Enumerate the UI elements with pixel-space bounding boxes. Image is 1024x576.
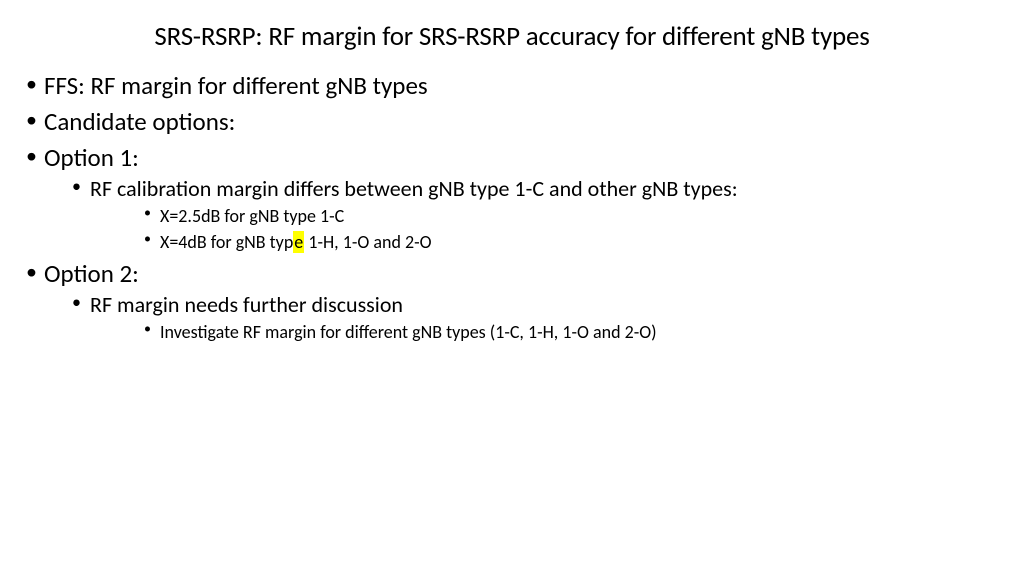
item-text: RF calibration margin differs between gN…: [90, 175, 738, 202]
list-item: Investigate RF margin for different gNB …: [142, 320, 1000, 344]
list-item: Option 1: RF calibration margin differs …: [24, 141, 1000, 255]
highlight-mark: e: [293, 231, 304, 253]
bullet-list-level-3: X=2.5dB for gNB type 1-C X=4dB for gNB t…: [90, 204, 1000, 255]
item-text: RF margin needs further discussion: [90, 291, 403, 318]
bullet-list-level-3: Investigate RF margin for different gNB …: [90, 320, 1000, 344]
list-item: Option 2: RF margin needs further discus…: [24, 257, 1000, 345]
list-item: FFS: RF margin for different gNB types: [24, 69, 1000, 103]
item-text: Option 1:: [44, 142, 139, 173]
bullet-list-level-1: FFS: RF margin for different gNB types C…: [24, 69, 1000, 344]
list-item: X=4dB for gNB type 1-H, 1-O and 2-O: [142, 230, 1000, 254]
item-text-post: 1-H, 1-O and 2-O: [304, 231, 431, 253]
item-text: Option 2:: [44, 258, 139, 289]
list-item: RF calibration margin differs between gN…: [70, 174, 1000, 254]
bullet-list-level-2: RF calibration margin differs between gN…: [44, 174, 1000, 254]
list-item: X=2.5dB for gNB type 1-C: [142, 204, 1000, 228]
list-item: Candidate options:: [24, 105, 1000, 139]
bullet-list-level-2: RF margin needs further discussion Inves…: [44, 290, 1000, 344]
slide-title: SRS-RSRP: RF margin for SRS-RSRP accurac…: [24, 20, 1000, 53]
item-text-pre: X=4dB for gNB typ: [160, 231, 293, 253]
list-item: RF margin needs further discussion Inves…: [70, 290, 1000, 344]
